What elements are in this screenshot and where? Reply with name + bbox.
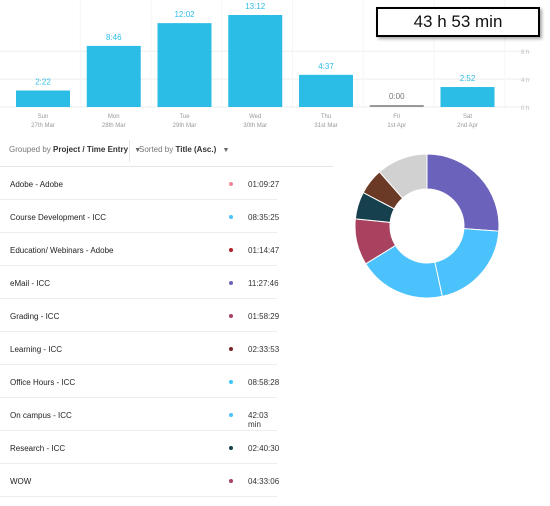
list-item[interactable]: Course Development - ICC 08:35:25 [0,200,280,233]
list-item[interactable]: Research - ICC 02:40:30 [0,431,280,464]
x-tick-date: 31st Mar [314,123,337,129]
entry-color-dot [229,314,233,318]
x-tick-day: Tue [179,114,190,120]
x-tick-day: Sun [38,114,49,120]
list-item[interactable]: Grading - ICC 01:58:29 [0,299,280,332]
entry-title: WOW [10,477,32,486]
entry-title: Research - ICC [10,444,66,453]
bar-value-label: 0:00 [389,92,405,101]
entry-duration: 01:09:27 [248,180,280,189]
bar-value-label: 2:22 [35,78,51,87]
chart-bars: 2:22 Sun 27th Mar 8:46 Mon 28th Mar 12:02 Tue 29… [16,2,495,129]
x-tick-day: Sat [463,114,472,120]
project-donut-chart [354,153,500,299]
bar-fri[interactable] [369,105,424,107]
list-item[interactable]: eMail - ICC 11:27:46 [0,266,279,299]
sort-by-dropdown[interactable]: Sorted by Title (Asc.) ▼ [139,145,229,154]
bar-thu[interactable] [299,74,353,107]
bar-value-label: 4:37 [318,62,334,71]
entry-duration: 11:27:46 [248,279,279,288]
y-tick-label: 0 h [521,106,529,112]
controls-divider [129,140,130,162]
sort-by-value: Title (Asc.) [175,145,217,154]
entry-duration: 01:14:47 [248,246,280,255]
bar-mon[interactable] [86,45,141,107]
bar-sat[interactable] [440,87,495,107]
entry-color-dot [229,446,233,450]
bar-value-label: 2:52 [460,74,476,83]
donut-slice[interactable] [426,153,500,232]
time-entry-list: Adobe - Adobe 01:09:27 Course Development … [0,167,280,497]
y-tick-label: 8 h [521,50,529,56]
entry-title: On campus - ICC [10,411,72,420]
daily-bar-chart: 8 h 4 h 0 h 2:22 Sun 27th Mar 8:46 Mon 28th Mar… [0,0,531,129]
entry-title: Grading - ICC [10,312,60,321]
x-tick-date: 1st Apr [387,123,406,129]
bar-tue[interactable] [157,23,212,107]
entry-duration: 08:58:28 [248,378,280,387]
total-time-box: 43 h 53 min [376,7,540,37]
entry-title: Office Hours - ICC [10,378,76,387]
group-by-prefix: Grouped by [9,145,51,154]
x-tick-date: 28th Mar [102,123,126,129]
entry-duration: 42:03 min [248,411,269,429]
entry-color-dot [229,281,233,285]
list-item[interactable]: Adobe - Adobe 01:09:27 [0,167,280,200]
list-item[interactable]: Learning - ICC 02:33:53 [0,332,280,365]
donut-slice[interactable] [434,228,500,297]
entry-duration: 08:35:25 [248,213,280,222]
caret-down-icon: ▼ [222,147,230,154]
list-item[interactable]: On campus - ICC 42:03 min [0,398,277,431]
entry-color-dot [229,380,233,384]
x-tick-date: 2nd Apr [457,123,478,129]
entry-color-dot [229,182,233,186]
bar-sun[interactable] [16,90,70,107]
entry-color-dot [229,347,233,351]
list-item[interactable]: WOW 04:33:06 [0,464,280,497]
bar-value-label: 13:12 [245,2,266,11]
x-tick-date: 30th Mar [243,123,267,129]
bar-value-label: 8:46 [106,33,122,42]
entry-color-dot [229,479,233,483]
x-tick-day: Thu [321,114,331,120]
x-tick-day: Fri [393,114,400,120]
x-tick-date: 29th Mar [173,123,197,129]
sort-by-prefix: Sorted by [139,145,174,154]
entry-color-dot [229,215,233,219]
entry-color-dot [229,413,233,417]
entry-title: Learning - ICC [10,345,63,354]
x-tick-day: Wed [249,114,261,120]
entry-title: Education/ Webinars - Adobe [10,246,114,255]
list-item[interactable]: Education/ Webinars - Adobe 01:14:47 [0,233,280,266]
group-by-dropdown[interactable]: Grouped by Project / Time Entry ▼ [9,145,141,154]
total-time-value: 43 h 53 min [413,12,503,31]
group-by-value: Project / Time Entry [53,145,129,154]
entry-duration: 02:40:30 [248,444,280,453]
entry-title: Adobe - Adobe [10,180,63,189]
entry-duration: 02:33:53 [248,345,280,354]
caret-down-icon: ▼ [134,147,142,154]
donut-slice[interactable] [378,153,428,199]
entry-color-dot [229,248,233,252]
entry-duration: 04:33:06 [248,477,280,486]
x-tick-date: 27th Mar [31,123,55,129]
list-controls: Grouped by Project / Time Entry ▼ Sorted… [0,140,333,167]
entry-title: eMail - ICC [10,279,51,288]
entry-duration: 01:58:29 [248,312,280,321]
entry-title: Course Development - ICC [10,213,107,222]
list-item[interactable]: Office Hours - ICC 08:58:28 [0,365,280,398]
y-tick-label: 4 h [521,78,529,84]
bar-value-label: 12:02 [174,10,195,19]
bar-wed[interactable] [228,14,283,107]
x-tick-day: Mon [108,114,120,120]
